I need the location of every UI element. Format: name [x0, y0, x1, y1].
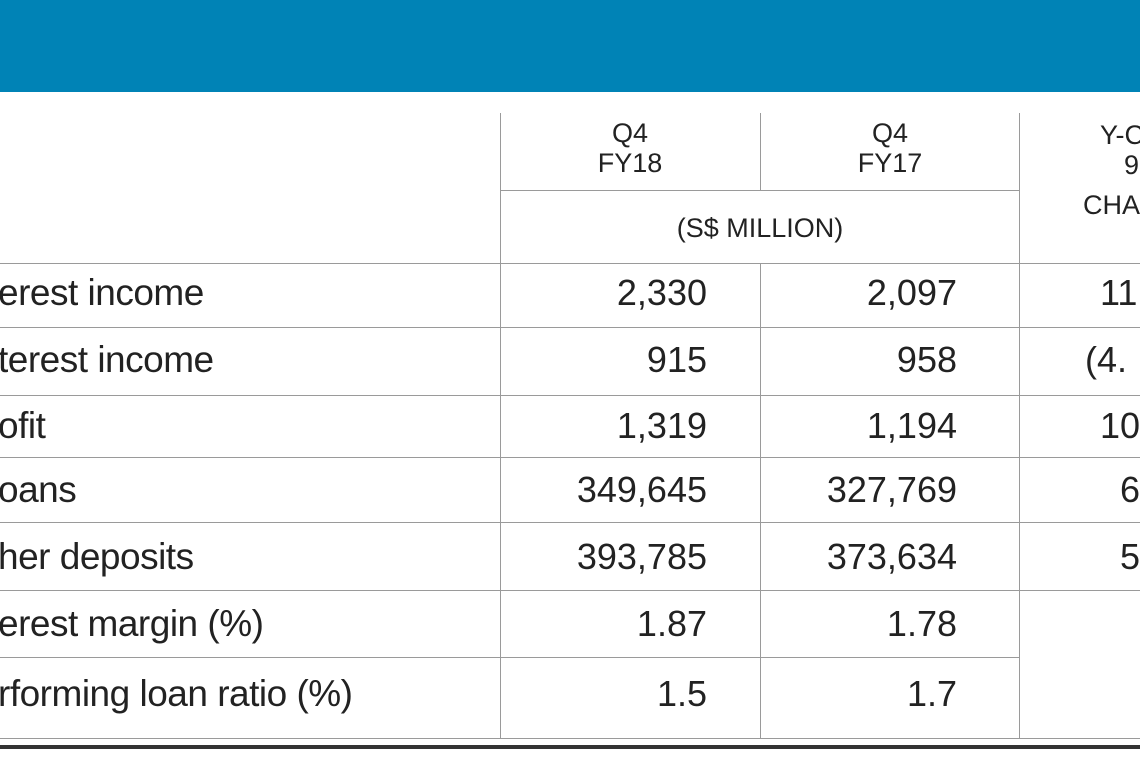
row-label: oans [0, 469, 77, 510]
cell-value: 2,330 [616, 272, 707, 313]
column-header: Q4 [611, 118, 649, 148]
cell-value: 2,097 [866, 272, 957, 313]
cell-value: (4. [1085, 339, 1128, 380]
cell-value: 6 [1120, 469, 1140, 510]
column-header: FY18 [597, 148, 663, 178]
column-header: FY17 [857, 148, 923, 178]
row-rule [0, 395, 1140, 396]
column-rule [500, 113, 501, 738]
column-header: Y-C [1100, 120, 1140, 150]
row-label: erest margin (%) [0, 603, 264, 644]
column-rule [1019, 113, 1020, 738]
header-band [0, 0, 1140, 92]
row-rule [0, 457, 1140, 458]
cell-value: 915 [646, 339, 707, 380]
cell-value: 393,785 [576, 536, 707, 577]
row-label: terest income [0, 339, 214, 380]
column-header: Q4 [871, 118, 909, 148]
cell-value: 1,194 [866, 405, 957, 446]
cell-value: 373,634 [826, 536, 957, 577]
row-label: rforming loan ratio (%) [0, 673, 353, 714]
unit-label: (S$ MILLION) [676, 213, 844, 243]
row-rule [500, 190, 1020, 191]
cell-value: 349,645 [576, 469, 707, 510]
row-rule [0, 738, 1140, 739]
bottom-rule [0, 745, 1140, 749]
column-rule [760, 113, 761, 190]
cell-value: 10 [1100, 405, 1140, 446]
row-rule [0, 657, 1020, 658]
cell-value: 1.78 [886, 603, 957, 644]
column-header: CHA [1083, 190, 1140, 220]
row-rule [0, 263, 1140, 264]
cell-value: 1.87 [636, 603, 707, 644]
row-rule [0, 522, 1140, 523]
cell-value: 1.7 [906, 673, 957, 714]
column-header: 9 [1124, 150, 1140, 180]
column-rule [760, 263, 761, 738]
cell-value: 958 [896, 339, 957, 380]
row-label: her deposits [0, 536, 194, 577]
cell-value: 1,319 [616, 405, 707, 446]
cell-value: 11 [1100, 272, 1138, 313]
cell-value: 1.5 [656, 673, 707, 714]
row-label: erest income [0, 272, 204, 313]
cell-value: 5 [1120, 536, 1140, 577]
row-label: ofit [0, 405, 46, 446]
row-rule [0, 327, 1140, 328]
row-rule [0, 590, 1140, 591]
cell-value: 327,769 [826, 469, 957, 510]
